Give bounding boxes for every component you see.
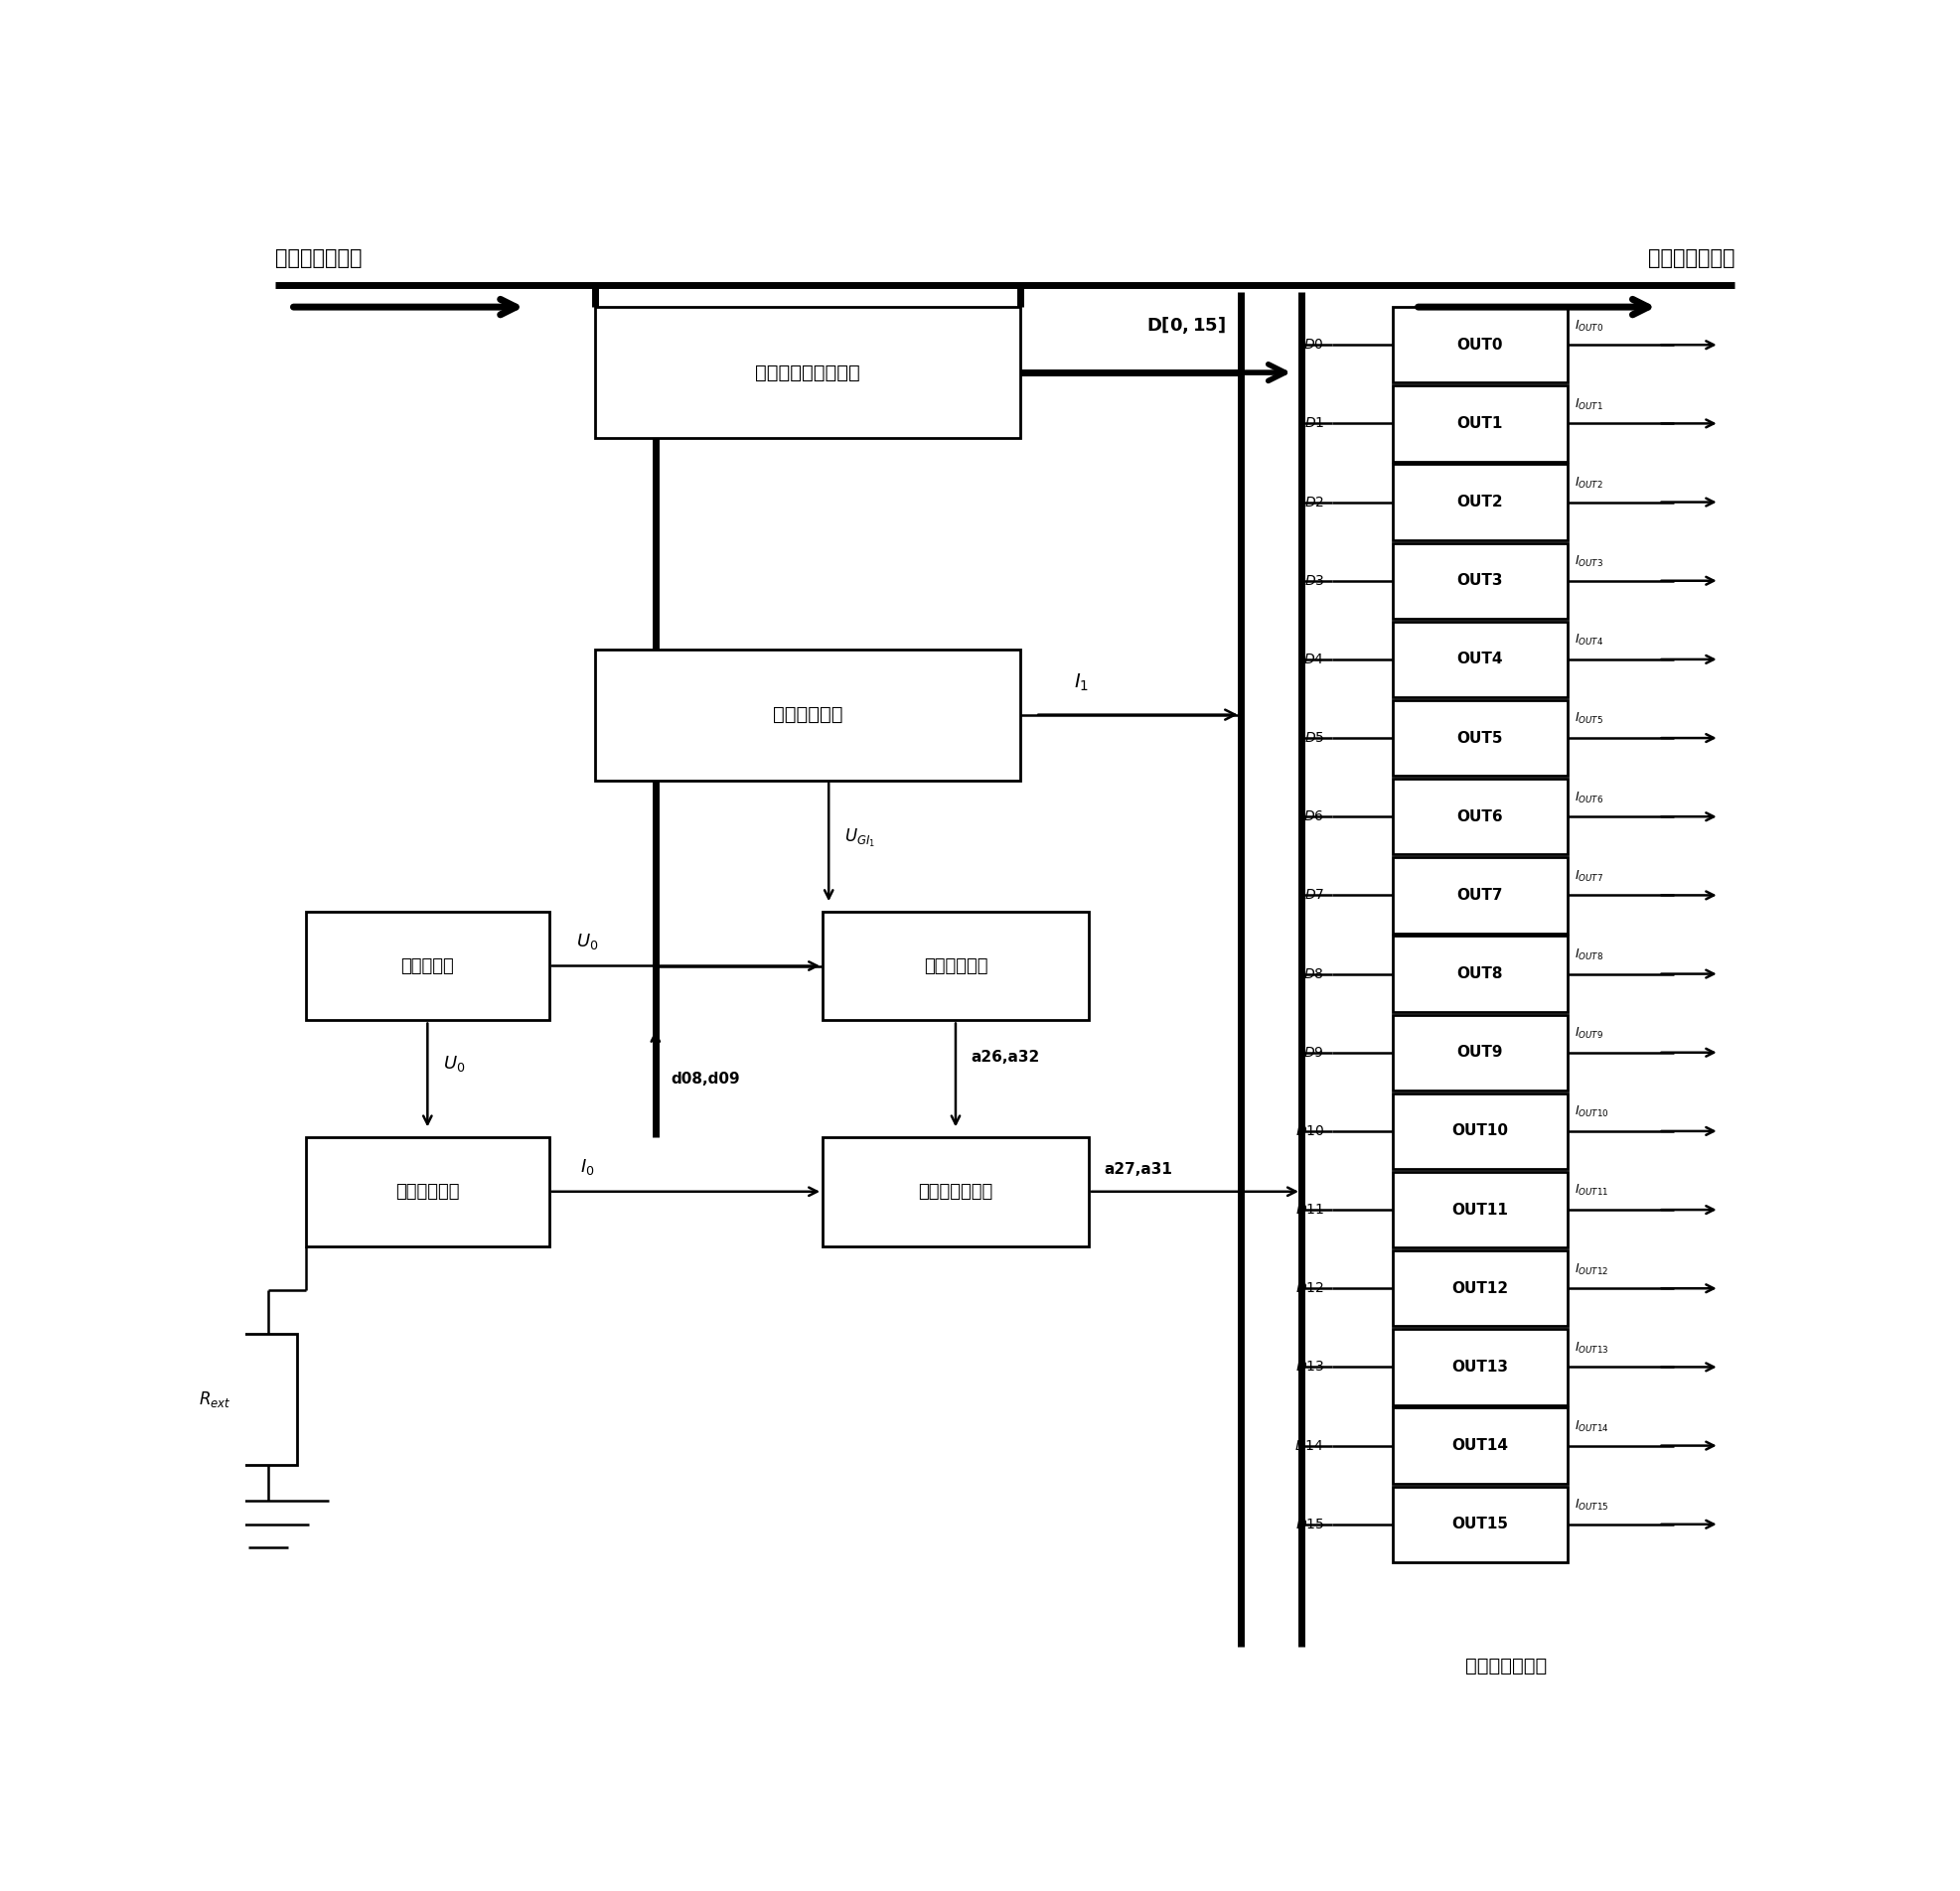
- Text: 电流镜像比自调: 电流镜像比自调: [917, 1182, 992, 1201]
- Bar: [239, 1333, 296, 1464]
- Text: $\mathit{D0}$: $\mathit{D0}$: [1303, 338, 1323, 352]
- Text: $U_0$: $U_0$: [576, 932, 598, 951]
- Text: 显示帧数据输出: 显示帧数据输出: [1646, 250, 1735, 269]
- Text: $\mathit{I}_{OUT11}$: $\mathit{I}_{OUT11}$: [1574, 1184, 1609, 1199]
- Text: $\mathbf{D[0,15]}$: $\mathbf{D[0,15]}$: [1145, 316, 1225, 337]
- Text: $\mathit{I}_{OUT2}$: $\mathit{I}_{OUT2}$: [1574, 475, 1603, 490]
- Text: OUT7: OUT7: [1456, 887, 1501, 902]
- Text: OUT6: OUT6: [1456, 809, 1501, 824]
- Bar: [1392, 386, 1566, 461]
- Text: $\mathit{I}_{OUT10}$: $\mathit{I}_{OUT10}$: [1574, 1104, 1609, 1119]
- Bar: [823, 911, 1088, 1021]
- Text: $\mathit{D13}$: $\mathit{D13}$: [1294, 1360, 1323, 1375]
- Bar: [1392, 1407, 1566, 1484]
- Text: $\mathit{I}_{OUT4}$: $\mathit{I}_{OUT4}$: [1574, 633, 1603, 649]
- Text: $\mathit{I}_{OUT13}$: $\mathit{I}_{OUT13}$: [1574, 1341, 1609, 1356]
- Text: $\mathit{I}_{OUT7}$: $\mathit{I}_{OUT7}$: [1574, 868, 1603, 883]
- Bar: [1392, 857, 1566, 932]
- Text: $U_{GI_1}$: $U_{GI_1}$: [843, 828, 874, 849]
- Text: $\mathit{D6}$: $\mathit{D6}$: [1303, 809, 1323, 824]
- Text: $\mathit{I}_{OUT15}$: $\mathit{I}_{OUT15}$: [1574, 1498, 1609, 1513]
- Bar: [1392, 306, 1566, 382]
- Text: $\mathit{D5}$: $\mathit{D5}$: [1303, 732, 1323, 745]
- Text: $I_0$: $I_0$: [580, 1157, 594, 1176]
- Text: 第一级电流镜: 第一级电流镜: [772, 705, 843, 724]
- Text: OUT3: OUT3: [1456, 573, 1501, 588]
- Text: $U_0$: $U_0$: [443, 1053, 465, 1074]
- Bar: [594, 306, 1019, 439]
- Text: $\mathit{D14}$: $\mathit{D14}$: [1294, 1439, 1323, 1452]
- Text: OUT4: OUT4: [1456, 652, 1501, 668]
- Text: OUT14: OUT14: [1450, 1439, 1507, 1452]
- Bar: [1392, 1093, 1566, 1169]
- Text: OUT2: OUT2: [1456, 495, 1501, 509]
- Text: $\mathit{I}_{OUT6}$: $\mathit{I}_{OUT6}$: [1574, 790, 1603, 806]
- Bar: [1392, 543, 1566, 618]
- Bar: [306, 911, 549, 1021]
- Bar: [1392, 936, 1566, 1012]
- Text: $\mathit{I}_{OUT1}$: $\mathit{I}_{OUT1}$: [1574, 397, 1603, 412]
- Text: a27,a31: a27,a31: [1103, 1163, 1172, 1176]
- Text: 电压采样电路: 电压采样电路: [923, 957, 988, 976]
- Text: OUT12: OUT12: [1450, 1280, 1507, 1295]
- Text: $\mathit{I}_{OUT9}$: $\mathit{I}_{OUT9}$: [1574, 1025, 1603, 1040]
- Text: 显示帧数据处理电路: 显示帧数据处理电路: [755, 363, 860, 382]
- Bar: [1392, 700, 1566, 775]
- Text: $\mathit{D4}$: $\mathit{D4}$: [1303, 652, 1323, 666]
- Text: 第二级电流镜组: 第二级电流镜组: [1464, 1657, 1546, 1675]
- Text: OUT11: OUT11: [1450, 1203, 1507, 1218]
- Text: $\mathit{D3}$: $\mathit{D3}$: [1303, 573, 1323, 588]
- Text: $\mathit{I}_{OUT12}$: $\mathit{I}_{OUT12}$: [1574, 1261, 1609, 1276]
- Bar: [306, 1136, 549, 1246]
- Text: $\mathit{D9}$: $\mathit{D9}$: [1303, 1046, 1323, 1059]
- Bar: [1392, 465, 1566, 541]
- Bar: [1392, 1250, 1566, 1326]
- Text: d08,d09: d08,d09: [670, 1072, 739, 1085]
- Bar: [1392, 1329, 1566, 1405]
- Text: $\mathit{I}_{OUT8}$: $\mathit{I}_{OUT8}$: [1574, 947, 1603, 963]
- Text: $\mathit{D12}$: $\mathit{D12}$: [1296, 1282, 1323, 1295]
- Bar: [1392, 622, 1566, 698]
- Bar: [1392, 1015, 1566, 1091]
- Bar: [594, 649, 1019, 781]
- Text: OUT13: OUT13: [1450, 1360, 1507, 1375]
- Text: 恒流调节电路: 恒流调节电路: [396, 1182, 459, 1201]
- Text: $\mathit{D1}$: $\mathit{D1}$: [1303, 416, 1323, 431]
- Text: OUT8: OUT8: [1456, 966, 1501, 981]
- Text: OUT10: OUT10: [1450, 1123, 1507, 1138]
- Text: $\mathit{D11}$: $\mathit{D11}$: [1294, 1203, 1323, 1216]
- Text: $\mathit{I}_{OUT3}$: $\mathit{I}_{OUT3}$: [1574, 554, 1603, 569]
- Text: $\mathit{D8}$: $\mathit{D8}$: [1303, 966, 1323, 981]
- Text: $\mathit{D15}$: $\mathit{D15}$: [1296, 1517, 1323, 1532]
- Text: 基准电压源: 基准电压源: [400, 957, 455, 976]
- Text: $I_1$: $I_1$: [1072, 671, 1088, 692]
- Text: $\mathit{I}_{OUT0}$: $\mathit{I}_{OUT0}$: [1574, 318, 1603, 333]
- Text: $\mathit{D2}$: $\mathit{D2}$: [1303, 495, 1323, 509]
- Bar: [1392, 1172, 1566, 1248]
- Text: OUT1: OUT1: [1456, 416, 1501, 431]
- Text: $\mathit{I}_{OUT14}$: $\mathit{I}_{OUT14}$: [1574, 1418, 1609, 1433]
- Bar: [823, 1136, 1088, 1246]
- Text: $R_{ext}$: $R_{ext}$: [200, 1390, 231, 1409]
- Text: OUT15: OUT15: [1450, 1517, 1507, 1532]
- Text: 显示帧数据输入: 显示帧数据输入: [274, 250, 363, 269]
- Text: $\mathit{D10}$: $\mathit{D10}$: [1294, 1123, 1323, 1138]
- Bar: [1392, 1486, 1566, 1562]
- Text: OUT5: OUT5: [1456, 730, 1501, 745]
- Text: $\mathit{D7}$: $\mathit{D7}$: [1303, 889, 1323, 902]
- Text: OUT0: OUT0: [1456, 337, 1501, 352]
- Text: a26,a32: a26,a32: [970, 1050, 1039, 1065]
- Text: $\mathit{I}_{OUT5}$: $\mathit{I}_{OUT5}$: [1574, 711, 1603, 726]
- Bar: [1392, 779, 1566, 855]
- Text: OUT9: OUT9: [1456, 1046, 1501, 1061]
